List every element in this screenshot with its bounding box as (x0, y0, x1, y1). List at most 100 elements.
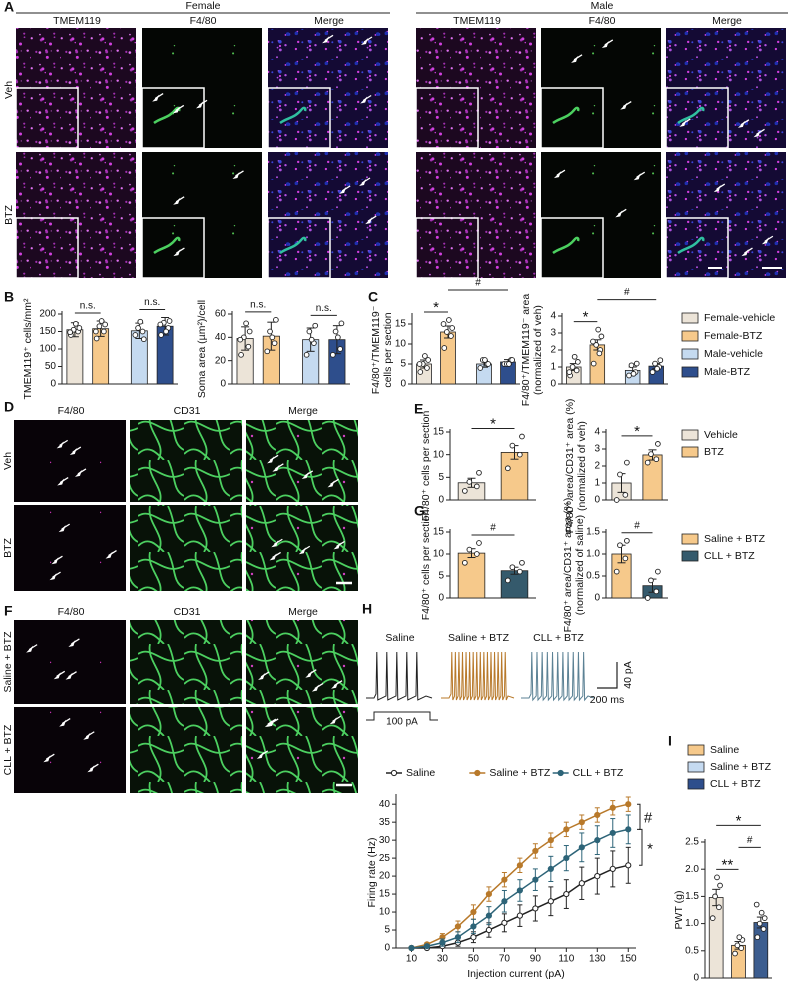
data-point (717, 882, 723, 889)
data-point (648, 451, 654, 457)
data-point (547, 837, 554, 844)
arrow-head (359, 179, 367, 187)
panel-letter: A (4, 0, 14, 15)
data-point (590, 338, 596, 345)
data-point (590, 360, 597, 367)
legend-swatch (681, 312, 699, 324)
micrograph (246, 707, 358, 793)
data-point (425, 357, 432, 363)
arrow-head (620, 102, 628, 110)
data-point (306, 328, 313, 335)
trace-label: CLL + BTZ (533, 632, 584, 644)
data-point (501, 919, 508, 926)
panel-letter: I (668, 733, 672, 749)
data-point (519, 433, 525, 440)
data-point (655, 441, 661, 447)
legend-label: Female-vehicle (704, 312, 775, 324)
arrow-head (571, 55, 579, 63)
micrograph (246, 505, 358, 591)
data-point (594, 872, 601, 880)
y-tick-label: 40 (379, 799, 391, 810)
bar (457, 552, 486, 599)
significance-label: n.s. (316, 303, 332, 314)
y-tick-label: 2 (594, 461, 600, 472)
column-title: F4/80 (190, 15, 217, 27)
inset (267, 217, 331, 279)
significance-label: * (736, 812, 742, 829)
significance-label: n.s. (250, 299, 266, 310)
legend-marker (474, 769, 481, 777)
y-axis-label: TMEM119⁺ cells/mm² (22, 298, 34, 400)
significance-label: ** (721, 856, 733, 873)
data-point (470, 934, 477, 941)
data-point (732, 950, 738, 957)
y-tick-label: 4 (550, 311, 556, 322)
legend-label: CLL + BTZ (710, 778, 761, 790)
data-point (509, 357, 516, 363)
column-title: F4/80 (58, 405, 85, 417)
legend-label: Female-BTZ (704, 330, 763, 342)
y-tick-label: 20 (215, 355, 227, 366)
arrow-head (272, 464, 280, 472)
row-label: BTZ (3, 205, 15, 225)
inset-cell (552, 106, 580, 125)
data-point (267, 328, 273, 335)
data-point (76, 325, 83, 331)
data-point (501, 898, 508, 905)
data-point (485, 912, 493, 919)
data-point (609, 829, 616, 837)
arrow-head (322, 36, 330, 44)
data-point (417, 369, 424, 375)
y-tick-label: 15 (433, 527, 445, 538)
data-point (163, 328, 169, 335)
significance-label: # (747, 835, 753, 846)
data-point (633, 360, 640, 367)
data-point (137, 318, 144, 325)
y-axis-label: F4/80⁺ cells per section (420, 411, 432, 522)
data-point (102, 321, 108, 328)
y-tick-label: 20 (379, 871, 391, 882)
arrow-head (65, 672, 73, 680)
y-axis-label: F4/80⁺/TMEM119⁻ (370, 305, 382, 394)
column-title: F4/80 (58, 606, 85, 618)
micrograph (130, 620, 242, 704)
y-tick-label: 0 (594, 495, 600, 506)
data-point (441, 345, 448, 351)
y-axis-label: F4/80⁺/TMEM119⁻ area (520, 294, 532, 407)
y-tick-label: 0.5 (685, 945, 699, 956)
arrow-head (311, 684, 319, 692)
inset (540, 217, 604, 279)
data-point (566, 369, 573, 375)
y-tick-label: 4 (594, 427, 600, 438)
arrow-head (298, 547, 306, 555)
y-tick-label: 3 (594, 444, 600, 455)
arrow-head (57, 478, 65, 486)
data-point (613, 568, 620, 575)
data-point (246, 328, 253, 335)
scale-current: 40 pA (622, 661, 634, 688)
data-point (509, 564, 516, 571)
micrograph (130, 420, 242, 502)
data-point (135, 325, 141, 331)
data-point (736, 934, 743, 941)
legend-swatch (681, 429, 699, 441)
data-point (756, 920, 763, 927)
scale-time: 200 ms (590, 694, 624, 706)
legend-label: Vehicle (704, 429, 738, 441)
data-point (628, 362, 635, 369)
data-point (448, 333, 454, 339)
arrow-head (232, 171, 240, 179)
y-tick-label: 0 (594, 593, 600, 604)
y-axis-label: (normalized of veh) (576, 421, 588, 511)
arrow-head (365, 217, 373, 225)
arrow-head (264, 720, 272, 728)
data-point (734, 942, 741, 949)
data-point (72, 320, 79, 327)
y-tick-label: 0 (220, 379, 226, 390)
bar (731, 944, 746, 979)
legend-swatch (681, 348, 699, 360)
y-axis-label: cells per section (382, 312, 394, 387)
data-point (654, 365, 660, 372)
data-point (622, 492, 629, 498)
y-tick-label: 2.0 (685, 864, 699, 875)
